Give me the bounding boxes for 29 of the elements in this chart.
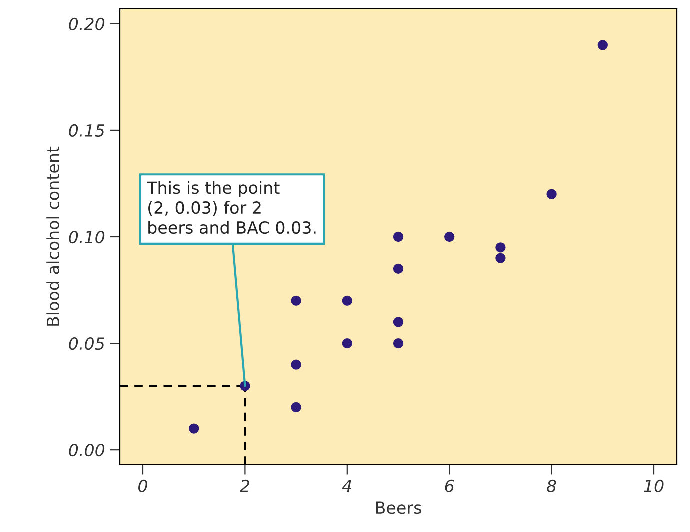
point [496,253,506,264]
point [393,264,404,274]
x-tick-label: 6 [445,480,454,492]
x-tick-label: 0 [138,480,148,492]
annotation: This is the point (2, 0.03) for 2 beers and BAC 0.03. [147,181,316,234]
point [598,40,608,50]
point [393,232,404,242]
x-tick-label: 2 [240,480,250,492]
x-tick-label: 4 [342,480,352,492]
point [342,338,352,349]
point [291,402,302,413]
y-tick-label: 0.20 [69,18,105,30]
y-tick-label: 0.05 [69,338,104,350]
point [444,232,455,242]
y-tick-label: 0.15 [69,124,104,138]
y-tick-label: 0.10 [69,230,105,244]
point [546,189,557,200]
point [393,338,404,349]
point [342,296,352,306]
x-axis-title: Beers [376,502,422,514]
x-tick-label: 10 [644,480,664,492]
point [393,317,404,328]
point [496,242,506,253]
point [291,296,302,306]
y-tick-label: 0.00 [69,444,105,457]
x-tick-label: 8 [547,480,556,492]
point [189,424,200,434]
y-axis-title: Blood alcohol content [46,146,60,326]
point [291,360,302,370]
